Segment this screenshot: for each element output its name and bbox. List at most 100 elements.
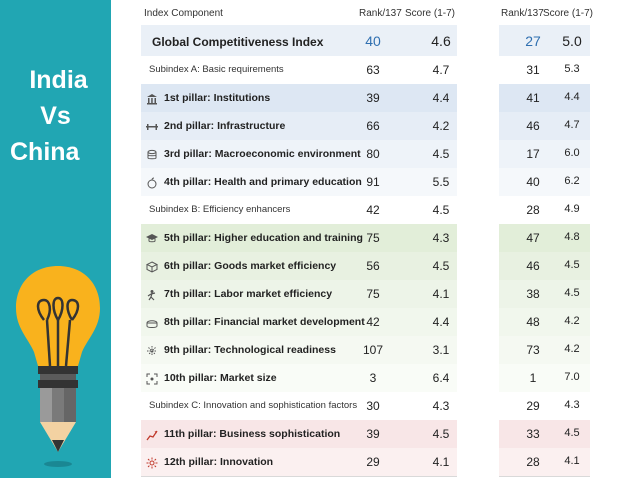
india-rank: 42	[366, 203, 380, 217]
header-score: Score (1-7)	[405, 8, 456, 19]
row-label: 11th pillar: Business sophistication	[164, 428, 341, 440]
india-score: 4.3	[432, 399, 450, 413]
row-label: Subindex B: Efficiency enhancers	[149, 204, 291, 215]
india-score: 6.4	[432, 371, 450, 385]
china-score: 4.5	[564, 287, 580, 299]
india-score: 4.4	[432, 91, 450, 105]
india-score: 4.1	[432, 287, 450, 301]
china-score: 4.7	[564, 119, 580, 131]
china-row-6: 40 6.2	[499, 168, 590, 197]
row-label: Subindex C: Innovation and sophisticatio…	[149, 400, 358, 411]
title-china: China	[10, 138, 80, 166]
china-row-2: 31 5.3	[499, 56, 590, 85]
china-rank: 33	[526, 427, 540, 441]
china-rank: 47	[526, 231, 540, 245]
china-score: 4.8	[564, 231, 580, 243]
india-row-15: 11th pillar: Business sophistication 39 4.…	[141, 420, 457, 449]
china-score: 5.0	[562, 33, 582, 49]
india-row-7: Subindex B: Efficiency enhancers 42 4.5	[141, 196, 457, 225]
business-chart-icon	[146, 428, 158, 441]
india-rank: 39	[366, 427, 380, 441]
india-rank: 42	[366, 315, 380, 329]
row-label: 5th pillar: Higher education and trainin…	[164, 232, 363, 244]
india-score: 4.5	[432, 147, 450, 161]
china-row-9: 46 4.5	[499, 252, 590, 281]
india-rank: 56	[366, 259, 380, 273]
india-score: 4.4	[432, 315, 450, 329]
china-rank: 38	[526, 287, 540, 301]
india-row-13: 10th pillar: Market size 3 6.4	[141, 364, 457, 393]
financial-icon	[146, 316, 158, 328]
india-row-3: 1st pillar: Institutions 39 4.4	[141, 84, 457, 113]
china-row-12: 73 4.2	[499, 336, 590, 365]
slide-title: India Vs China	[0, 62, 111, 170]
india-rank: 63	[366, 63, 380, 77]
market-size-icon	[146, 372, 158, 385]
china-table-header: Rank/137 Score (1-7)	[499, 0, 594, 25]
row-label: 7th pillar: Labor market efficiency	[164, 288, 333, 300]
technology-icon	[146, 344, 158, 356]
china-row-14: 29 4.3	[499, 392, 590, 421]
india-rank: 80	[366, 147, 380, 161]
china-score: 4.5	[564, 259, 580, 271]
india-row-1: Global Competitiveness Index 40 4.6	[141, 25, 457, 57]
india-rank: 40	[365, 33, 381, 49]
china-rank: 41	[526, 91, 540, 105]
row-label: 6th pillar: Goods market efficiency	[164, 260, 337, 272]
china-score: 7.0	[564, 371, 580, 383]
china-row-13: 1 7.0	[499, 364, 590, 393]
graduation-cap-icon	[146, 232, 158, 244]
row-label: 2nd pillar: Infrastructure	[164, 120, 286, 132]
india-table: Index Component Rank/137 Score (1-7) Glo…	[141, 0, 457, 477]
goods-box-icon	[145, 260, 159, 273]
china-row-5: 17 6.0	[499, 140, 590, 169]
china-rank: 48	[526, 315, 540, 329]
china-rank: 28	[526, 203, 540, 217]
india-row-8: 5th pillar: Higher education and trainin…	[141, 224, 457, 253]
india-score: 5.5	[432, 175, 450, 189]
india-rank: 30	[366, 399, 380, 413]
china-row-3: 41 4.4	[499, 84, 590, 113]
row-label: Global Competitiveness Index	[152, 35, 324, 49]
india-rank: 3	[369, 371, 377, 385]
row-label: 9th pillar: Technological readiness	[164, 344, 336, 356]
lightbulb-pencil-icon	[16, 266, 100, 467]
row-label: 3rd pillar: Macroeconomic environment	[164, 148, 361, 160]
header-rank: Rank/137	[359, 8, 402, 19]
india-rank: 75	[366, 231, 380, 245]
india-score: 4.6	[431, 33, 451, 49]
china-score: 4.4	[564, 91, 580, 103]
row-label: 4th pillar: Health and primary education	[164, 176, 362, 188]
health-icon	[146, 176, 158, 189]
labor-worker-icon	[146, 288, 158, 301]
title-india: India	[29, 66, 88, 94]
infrastructure-icon	[146, 120, 158, 132]
india-row-10: 7th pillar: Labor market efficiency 75 4.1	[141, 280, 457, 309]
china-row-10: 38 4.5	[499, 280, 590, 309]
china-score: 6.0	[564, 147, 580, 159]
india-row-14: Subindex C: Innovation and sophisticatio…	[141, 392, 457, 421]
header-score: Score (1-7)	[543, 8, 594, 19]
india-row-12: 9th pillar: Technological readiness 107 3.…	[141, 336, 457, 365]
china-row-11: 48 4.2	[499, 308, 590, 337]
india-score: 4.7	[432, 63, 450, 77]
india-rank: 75	[366, 287, 380, 301]
india-score: 3.1	[432, 343, 450, 357]
row-label: 1st pillar: Institutions	[164, 92, 271, 104]
china-table: Rank/137 Score (1-7) 27 5.0 31 5.3 41 4.4 46 4.…	[499, 0, 594, 477]
india-score: 4.3	[432, 231, 450, 245]
china-rank: 1	[529, 371, 537, 385]
china-score: 4.3	[564, 399, 580, 411]
row-label: Subindex A: Basic requirements	[149, 64, 284, 75]
china-score: 4.1	[564, 455, 580, 467]
china-score: 5.3	[564, 63, 580, 75]
china-rank: 46	[526, 259, 540, 273]
china-score: 6.2	[564, 175, 580, 187]
row-label: 10th pillar: Market size	[164, 372, 277, 384]
india-row-11: 8th pillar: Financial market development…	[141, 308, 457, 337]
india-rank: 91	[366, 175, 380, 189]
china-score: 4.2	[564, 343, 580, 355]
india-table-header: Index Component Rank/137 Score (1-7)	[141, 0, 457, 25]
china-row-7: 28 4.9	[499, 196, 590, 225]
china-rank: 17	[526, 147, 540, 161]
